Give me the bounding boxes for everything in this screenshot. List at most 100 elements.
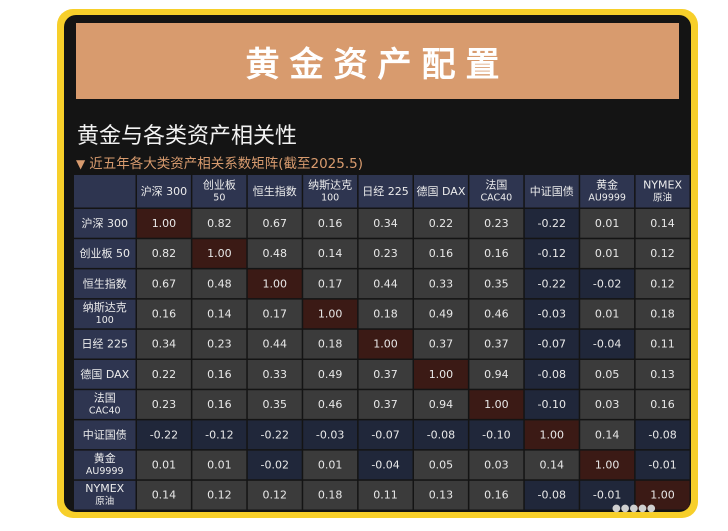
column-header-label: 沪深 300: [141, 184, 188, 198]
matrix-cell: [358, 269, 413, 299]
cell-value: -0.04: [371, 458, 399, 471]
cell-value: 1.00: [373, 338, 398, 351]
matrix-cell: [137, 480, 191, 510]
cell-value: 0.18: [318, 489, 343, 502]
section-heading: 黄金与各类资产相关性: [77, 124, 298, 149]
cell-value: 0.14: [152, 489, 177, 502]
column-header-cell: [247, 175, 302, 208]
matrix-cell: [414, 209, 468, 238]
matrix-cell: [192, 209, 247, 238]
cell-value: 0.01: [595, 247, 620, 260]
matrix-cell: [469, 480, 524, 510]
cell-value: 0.34: [373, 217, 398, 230]
column-header-cell: [303, 175, 358, 208]
row-header-label: CAC40: [89, 406, 121, 417]
cell-value: 0.12: [263, 489, 288, 502]
cell-value: 1.00: [207, 247, 232, 260]
cell-value: 0.23: [484, 217, 509, 230]
cell-value: 0.35: [263, 398, 288, 411]
row-header-cell: [74, 450, 136, 480]
cell-value: -0.03: [538, 307, 566, 320]
matrix-cell: [303, 480, 358, 510]
matrix-cell: [414, 269, 468, 299]
column-header-label: 纳斯达克: [308, 178, 352, 191]
cell-value: 0.23: [373, 247, 398, 260]
cell-value: 0.17: [318, 277, 343, 290]
matrix-cell: [137, 239, 191, 268]
matrix-cell: [414, 239, 468, 268]
row-header-cell: [74, 239, 136, 268]
matrix-cell: [358, 480, 413, 510]
cell-value: 0.01: [152, 458, 177, 471]
matrix-cell: [247, 480, 302, 510]
row-header-label: 法国: [94, 391, 116, 405]
cell-value: 0.18: [373, 307, 398, 320]
row-header-label: 纳斯达克: [83, 301, 127, 314]
cell-value: 0.14: [318, 247, 343, 260]
column-header-cell: [137, 175, 191, 208]
matrix-cell: [358, 299, 413, 329]
matrix-cell: [580, 239, 635, 268]
matrix-cell: [469, 360, 524, 389]
cell-value: 0.48: [263, 247, 288, 260]
cell-value: -0.10: [538, 398, 566, 411]
cell-value: -0.10: [482, 428, 510, 441]
matrix-cell: [469, 329, 524, 359]
matrix-cell: [580, 209, 635, 238]
matrix-cell: [303, 390, 358, 419]
cell-value: 1.00: [595, 458, 620, 471]
cell-value: 0.94: [484, 368, 509, 381]
cell-value: 0.01: [595, 217, 620, 230]
column-header-label: 原油: [653, 191, 672, 203]
matrix-cell: [580, 299, 635, 329]
cell-value: -0.08: [538, 489, 566, 502]
column-header-cell: [524, 175, 579, 208]
cell-value: -0.02: [593, 277, 621, 290]
matrix-cell: [358, 390, 413, 419]
row-header-cell: [74, 209, 136, 238]
matrix-cell: [137, 420, 191, 450]
matrix-cell: [635, 299, 690, 329]
matrix-cell: [524, 329, 579, 359]
cell-value: 0.11: [373, 489, 398, 502]
row-header-label: 德国 DAX: [80, 367, 129, 381]
cell-value: 0.37: [373, 398, 398, 411]
column-header-label: AU9999: [588, 192, 626, 203]
cell-value: 0.37: [484, 338, 509, 351]
matrix-cell: [247, 329, 302, 359]
cell-value: 0.18: [650, 307, 675, 320]
cell-value: 0.16: [207, 398, 232, 411]
cell-value: 0.33: [263, 368, 288, 381]
matrix-cell: [192, 480, 247, 510]
cell-value: -0.07: [538, 338, 566, 351]
matrix-cell: [524, 480, 579, 510]
matrix-cell: [414, 480, 468, 510]
cell-value: -0.07: [371, 428, 399, 441]
column-header-label: 日经 225: [362, 185, 409, 198]
watermark-dots: ●●●●●: [612, 503, 656, 514]
matrix-cell: [414, 329, 468, 359]
matrix-cell: [580, 450, 635, 480]
matrix-cell: [303, 239, 358, 268]
row-header-cell: [74, 480, 136, 510]
row-header-cell: [74, 299, 136, 329]
matrix-cell: [192, 239, 247, 268]
matrix-cell: [303, 299, 358, 329]
matrix-cell: [580, 269, 635, 299]
cell-value: -0.08: [427, 428, 455, 441]
matrix-cell: [303, 329, 358, 359]
matrix-cell: [580, 390, 635, 419]
matrix-cell: [358, 329, 413, 359]
matrix-cell: [247, 239, 302, 268]
matrix-cell: [635, 329, 690, 359]
matrix-cell: [524, 209, 579, 238]
column-header-label: 100: [321, 192, 339, 203]
column-header-label: 德国 DAX: [417, 184, 466, 198]
matrix-cell: [469, 209, 524, 238]
matrix-cell: [635, 420, 690, 450]
matrix-cell: [358, 420, 413, 450]
title-banner: 黄金资产配置: [76, 23, 679, 99]
matrix-cell: [303, 269, 358, 299]
row-header-label: 100: [96, 315, 114, 326]
